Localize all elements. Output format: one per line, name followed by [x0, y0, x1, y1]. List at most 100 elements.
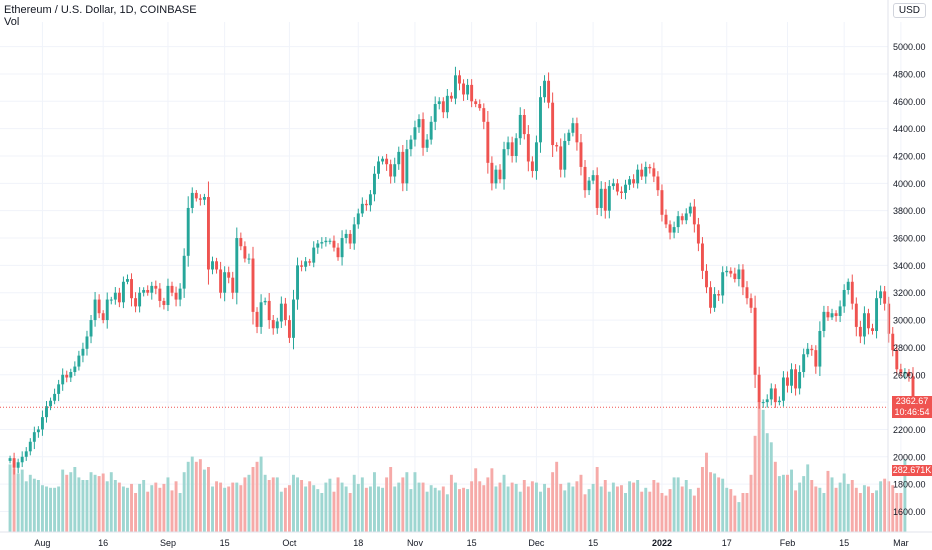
price-tick-label: 5000.00: [893, 42, 926, 52]
candle-body: [32, 432, 36, 442]
candle-body: [482, 108, 486, 122]
volume-bar: [381, 487, 385, 532]
candle-body: [846, 281, 850, 290]
volume-bar: [696, 487, 700, 532]
candle-body: [883, 291, 887, 304]
candle-body: [858, 326, 862, 337]
candle-body: [429, 121, 433, 140]
candle-body: [830, 313, 834, 318]
candle-body: [279, 303, 283, 322]
candle-body: [563, 140, 567, 170]
candle-body: [818, 331, 822, 367]
volume-bar: [340, 482, 344, 532]
volume-bar: [539, 491, 542, 532]
volume-bar: [733, 495, 737, 532]
candle-body: [745, 287, 749, 299]
price-tick-label: 1800.00: [893, 480, 926, 490]
volume-bar: [632, 482, 636, 532]
volume-bar: [312, 485, 316, 532]
candle-body: [267, 300, 271, 321]
volume-bar: [166, 477, 170, 532]
currency-button[interactable]: USD: [892, 3, 926, 18]
volume-bar: [559, 483, 563, 532]
volume-bar: [551, 472, 555, 532]
candle-body: [814, 350, 818, 367]
candle-body: [381, 158, 385, 162]
candle-body: [571, 123, 575, 133]
volume-bar: [377, 486, 380, 532]
volume-bar: [332, 491, 336, 532]
candle-body: [486, 121, 490, 163]
candle-body: [73, 366, 77, 373]
volume-bar: [587, 489, 591, 532]
candle-body: [93, 299, 97, 321]
candle-body: [790, 369, 793, 386]
candle-body: [579, 142, 583, 167]
candle-body: [478, 104, 482, 109]
volume-bar: [40, 485, 44, 532]
candle-body: [57, 384, 61, 394]
volume-bar: [749, 474, 753, 532]
candle-body: [777, 400, 781, 403]
volume-bar: [429, 485, 433, 532]
volume-bar: [190, 456, 194, 532]
candle-body: [713, 294, 717, 308]
volume-bar: [810, 480, 814, 532]
volume-bar: [105, 481, 109, 532]
price-tick-label: 3800.00: [893, 206, 926, 216]
candle-body: [607, 186, 611, 211]
volume-indicator-label[interactable]: Vol: [4, 16, 20, 28]
volume-bar: [401, 477, 405, 532]
price-axis[interactable]: 1600.001800.002000.002200.002400.002600.…: [893, 42, 926, 517]
candle-body: [753, 307, 757, 375]
volume-bar: [700, 467, 704, 532]
volume-bar: [745, 493, 749, 532]
volume-bar: [223, 487, 227, 532]
volume-bar: [101, 473, 105, 532]
volume-bar: [522, 480, 526, 532]
volume-bar: [397, 482, 401, 532]
volume-bar: [636, 480, 640, 532]
volume-bar: [729, 489, 733, 532]
candle-body: [867, 313, 870, 329]
candle-body: [692, 206, 696, 225]
volume-bar: [77, 477, 81, 532]
candle-body: [77, 355, 81, 367]
volume-bar: [425, 491, 429, 532]
candle-body: [462, 83, 466, 95]
candle-body: [449, 95, 453, 99]
volume-bar: [498, 482, 502, 532]
candle-body: [393, 164, 397, 177]
candle-body: [320, 242, 324, 244]
time-axis[interactable]: Aug 16 Sep 15 Oct 18 Nov 15 Dec 15 2022 17 Feb 15 Mar: [34, 538, 908, 548]
volume-bar: [664, 495, 668, 532]
price-tick-label: 2000.00: [893, 452, 926, 462]
volume-bar: [178, 493, 182, 532]
candle-body: [413, 127, 417, 140]
volume-bar: [73, 467, 77, 532]
candle-body: [887, 303, 891, 334]
volume-bar: [449, 474, 453, 532]
candle-body: [632, 179, 636, 184]
volume-bar: [668, 489, 672, 532]
time-tick-label: Nov: [407, 538, 424, 548]
volume-bar: [251, 467, 255, 532]
candle-body: [24, 451, 28, 457]
candle-body: [215, 261, 219, 270]
time-tick-label: Oct: [282, 538, 297, 548]
candle-body: [559, 146, 563, 170]
candle-body: [85, 336, 89, 349]
candle-body: [725, 270, 729, 273]
volume-bar: [267, 480, 271, 532]
candle-body: [89, 320, 93, 337]
volume-bar: [867, 486, 870, 532]
volume-bar: [417, 482, 421, 532]
candle-body: [231, 277, 235, 293]
volume-bar: [215, 481, 219, 532]
candle-body: [417, 119, 421, 128]
time-tick-label: 15: [588, 538, 598, 548]
volume-bar: [761, 409, 765, 532]
candle-body: [729, 270, 733, 274]
volume-bar: [611, 482, 615, 532]
